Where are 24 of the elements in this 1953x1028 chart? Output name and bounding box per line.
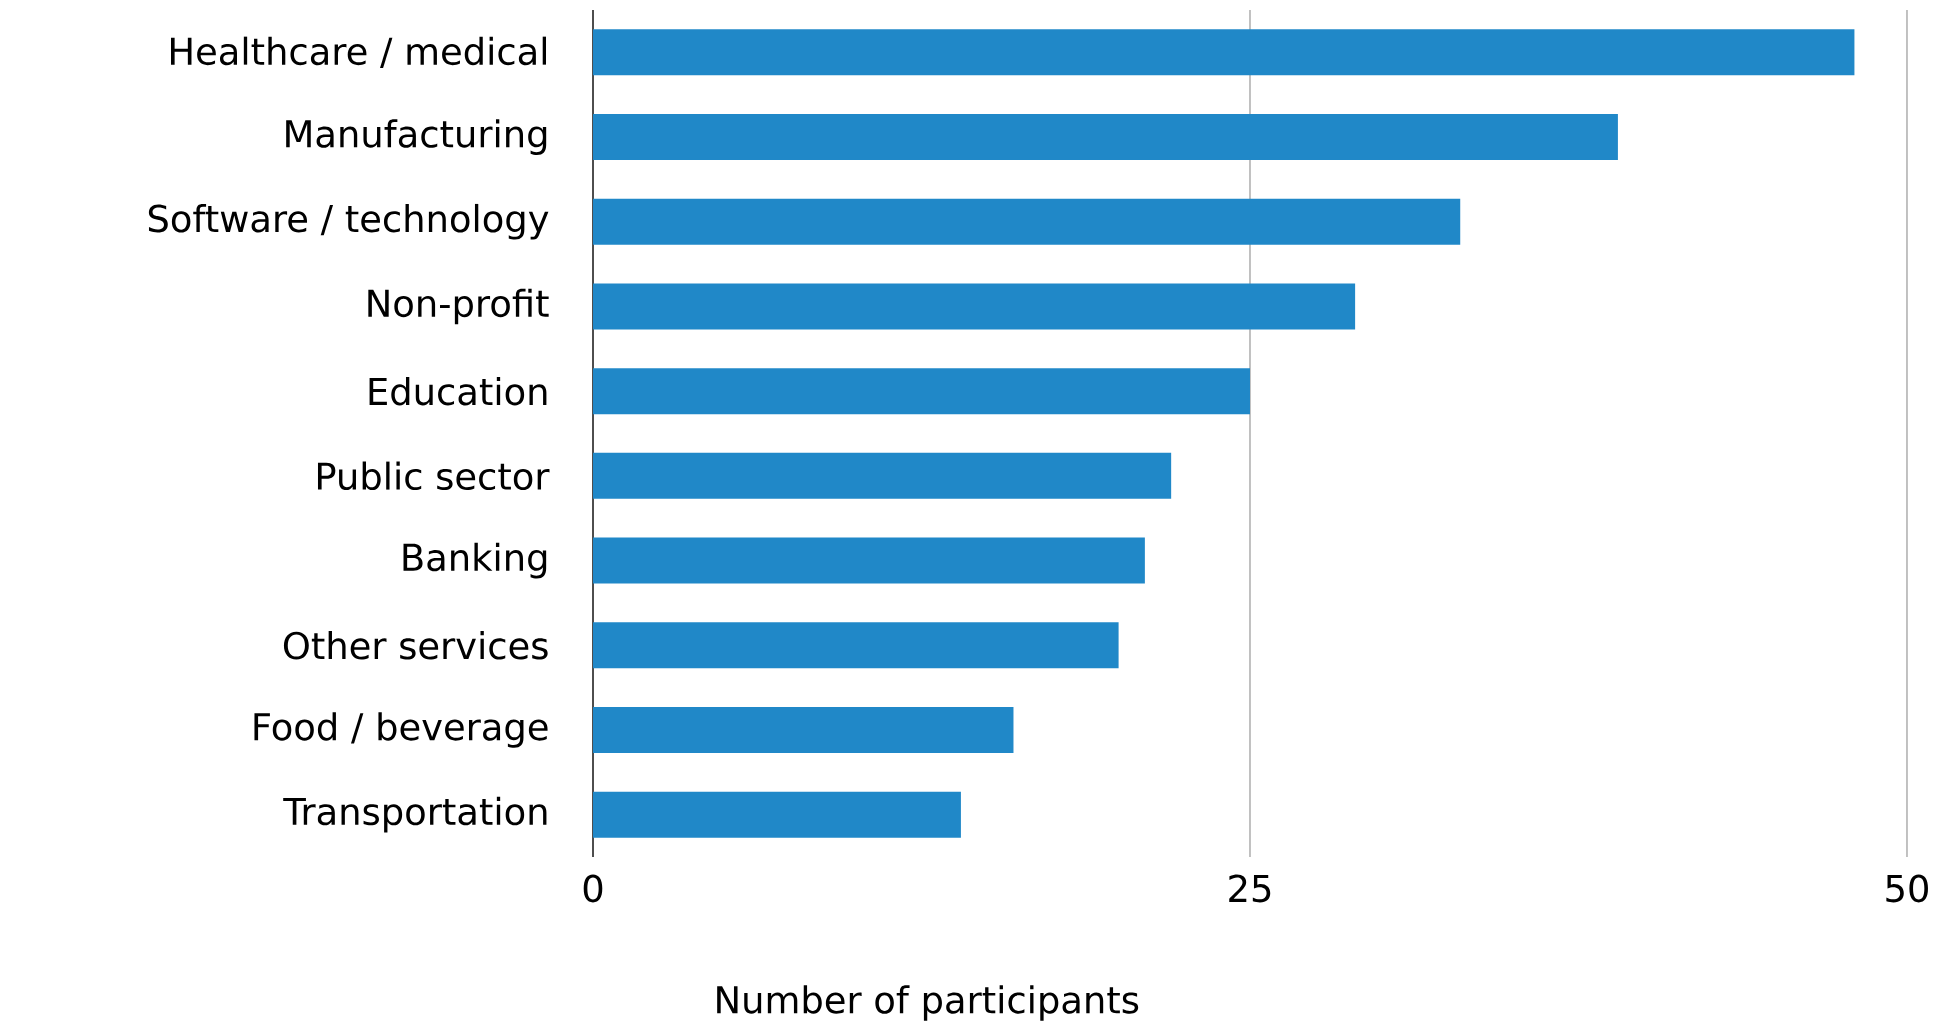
x-axis-title: Number of participants [717,985,1139,1021]
x-tick-label: 0 [583,874,603,903]
x-tick-label: 50 [1886,874,1928,903]
y-tick-label: Transportation [283,796,547,833]
bar [593,368,1250,415]
bar [593,452,1172,499]
x-tick-label: 25 [1229,874,1271,903]
bar [593,706,1014,753]
bar [593,791,961,838]
bar [593,29,1855,76]
bar [593,283,1356,330]
bar [593,537,1145,584]
y-tick-label: Food / beverage [254,712,548,748]
y-tick-label: Manufacturing [286,119,547,155]
y-tick-label: Public sector [317,461,550,491]
bar [593,198,1461,245]
y-tick-label: Software / technology [148,203,549,240]
y-tick-label: Non-profit [368,288,549,325]
y-tick-label: Other services [283,631,548,660]
y-tick-label: Banking [403,542,547,579]
y-tick-label: Education [369,376,547,406]
y-tick-label: Healthcare / medical [171,36,547,69]
bar [593,622,1119,669]
bar [593,114,1618,161]
